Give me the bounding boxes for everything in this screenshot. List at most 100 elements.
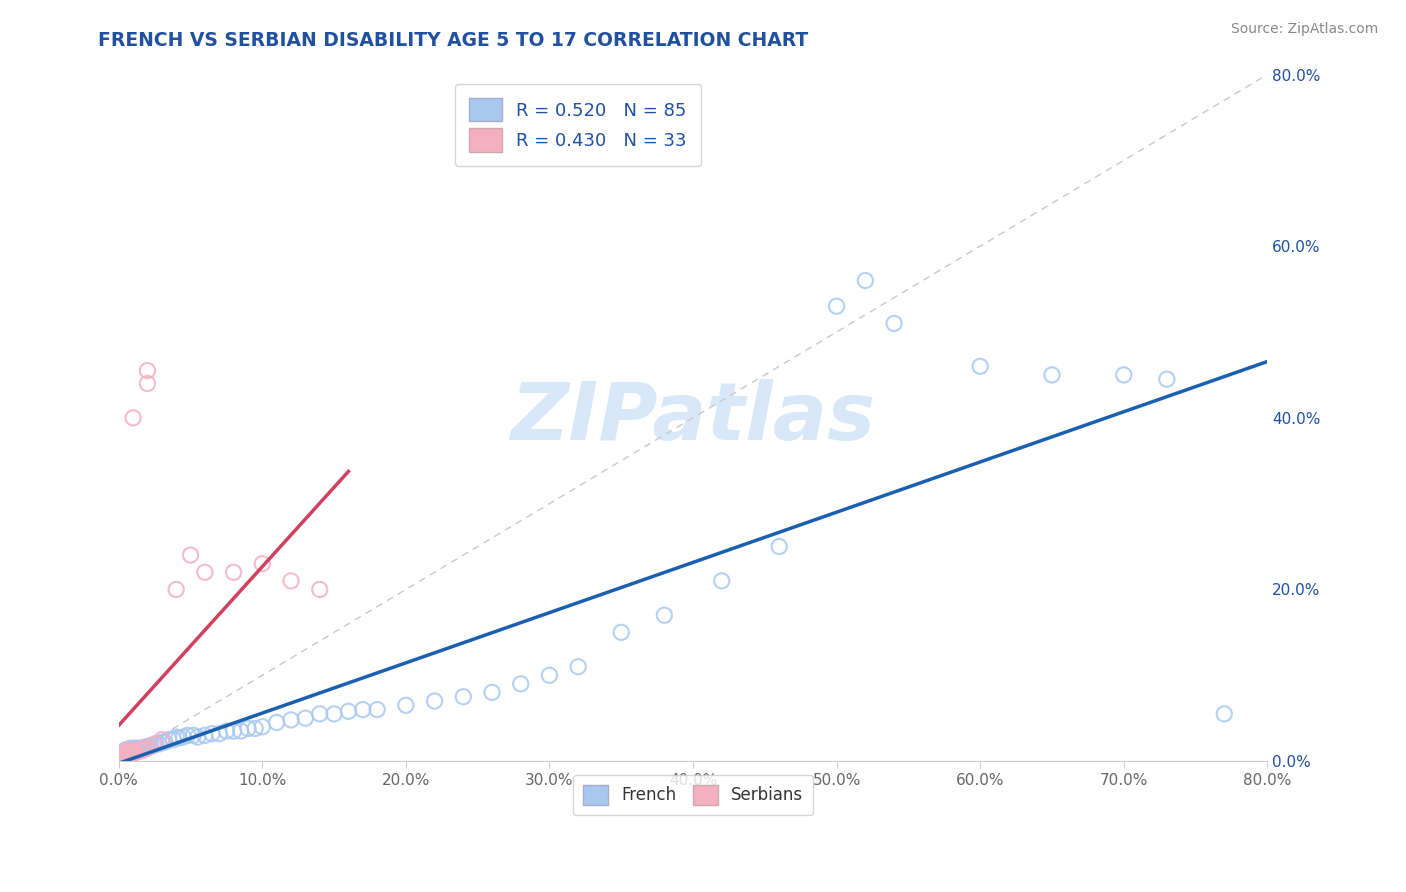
- Point: [201, 726, 224, 740]
- Point: [129, 741, 152, 756]
- Point: [112, 749, 135, 764]
- Point: [825, 299, 848, 313]
- Point: [395, 698, 418, 713]
- Text: ZIPatlas: ZIPatlas: [510, 379, 876, 457]
- Point: [114, 744, 136, 758]
- Point: [453, 690, 475, 704]
- Point: [652, 608, 675, 623]
- Point: [127, 741, 149, 756]
- Point: [280, 574, 302, 588]
- Point: [145, 737, 167, 751]
- Point: [115, 745, 138, 759]
- Point: [252, 720, 274, 734]
- Point: [115, 747, 138, 762]
- Point: [124, 741, 146, 756]
- Point: [222, 566, 245, 580]
- Point: [121, 747, 143, 761]
- Point: [567, 659, 589, 673]
- Point: [125, 746, 148, 760]
- Point: [143, 737, 166, 751]
- Point: [194, 566, 217, 580]
- Point: [153, 735, 176, 749]
- Point: [236, 722, 259, 736]
- Point: [710, 574, 733, 588]
- Point: [768, 540, 790, 554]
- Point: [252, 557, 274, 571]
- Point: [122, 746, 145, 760]
- Point: [136, 376, 159, 391]
- Point: [162, 732, 184, 747]
- Point: [118, 747, 141, 762]
- Point: [118, 746, 141, 760]
- Point: [176, 728, 198, 742]
- Legend: French, Serbians: French, Serbians: [572, 775, 813, 814]
- Point: [118, 746, 141, 760]
- Point: [136, 363, 159, 377]
- Point: [165, 730, 187, 744]
- Point: [610, 625, 633, 640]
- Point: [128, 744, 150, 758]
- Point: [114, 747, 136, 761]
- Point: [112, 747, 135, 761]
- Point: [110, 749, 132, 764]
- Point: [142, 739, 165, 753]
- Point: [114, 748, 136, 763]
- Point: [1112, 368, 1135, 382]
- Point: [150, 732, 173, 747]
- Point: [215, 724, 238, 739]
- Point: [135, 741, 157, 756]
- Point: [187, 730, 209, 744]
- Point: [121, 747, 143, 761]
- Point: [120, 745, 142, 759]
- Point: [117, 745, 139, 759]
- Point: [337, 704, 360, 718]
- Point: [125, 744, 148, 758]
- Point: [108, 749, 131, 764]
- Point: [110, 747, 132, 762]
- Point: [131, 744, 153, 758]
- Point: [883, 317, 905, 331]
- Point: [167, 731, 190, 745]
- Point: [243, 722, 266, 736]
- Point: [481, 685, 503, 699]
- Point: [132, 741, 155, 756]
- Point: [423, 694, 446, 708]
- Point: [120, 747, 142, 762]
- Point: [538, 668, 561, 682]
- Point: [139, 739, 162, 753]
- Point: [183, 728, 205, 742]
- Point: [115, 743, 138, 757]
- Point: [121, 743, 143, 757]
- Point: [308, 706, 330, 721]
- Point: [120, 747, 142, 762]
- Point: [308, 582, 330, 597]
- Point: [222, 724, 245, 739]
- Point: [122, 746, 145, 760]
- Point: [1040, 368, 1063, 382]
- Point: [509, 677, 531, 691]
- Point: [124, 745, 146, 759]
- Point: [112, 747, 135, 762]
- Point: [128, 743, 150, 757]
- Point: [352, 702, 374, 716]
- Point: [117, 747, 139, 762]
- Point: [294, 711, 316, 725]
- Point: [165, 582, 187, 597]
- Point: [853, 273, 876, 287]
- Point: [112, 746, 135, 760]
- Point: [122, 742, 145, 756]
- Point: [114, 748, 136, 763]
- Point: [112, 749, 135, 764]
- Point: [120, 743, 142, 757]
- Point: [1156, 372, 1178, 386]
- Point: [134, 741, 156, 756]
- Point: [114, 746, 136, 760]
- Point: [172, 730, 194, 744]
- Point: [131, 743, 153, 757]
- Point: [194, 728, 217, 742]
- Point: [110, 748, 132, 763]
- Point: [115, 746, 138, 760]
- Point: [118, 743, 141, 757]
- Point: [366, 702, 388, 716]
- Point: [157, 732, 180, 747]
